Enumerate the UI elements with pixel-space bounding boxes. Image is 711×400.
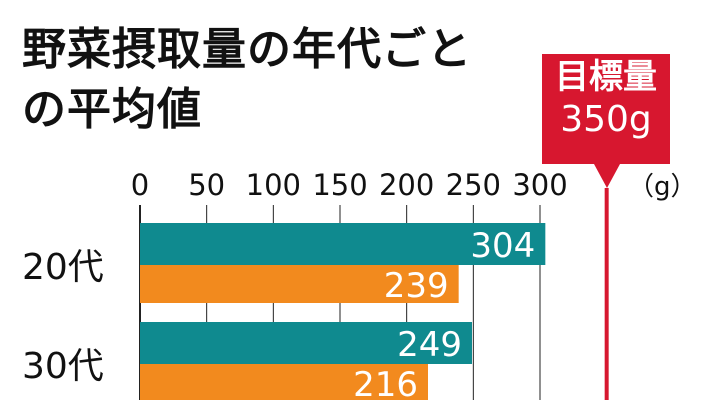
category-label: 30代 <box>22 346 104 387</box>
bar <box>140 265 459 303</box>
bar <box>140 322 472 364</box>
x-tick-label: 250 <box>446 168 501 202</box>
x-tick-label: 200 <box>379 168 434 202</box>
bar <box>140 364 428 400</box>
target-label: 目標量 <box>555 57 657 97</box>
x-tick-label: 0 <box>131 168 149 202</box>
target-value: 350g <box>560 99 652 140</box>
bar-value-label: 216 <box>353 365 418 400</box>
x-tick-label: 50 <box>188 168 225 202</box>
bar <box>140 223 546 265</box>
category-label: 20代 <box>22 247 104 288</box>
x-tick-label: 100 <box>246 168 301 202</box>
x-tick-label: 300 <box>512 168 567 202</box>
chart-title-line-1: 野菜摂取量の年代ごと <box>22 24 472 75</box>
bar-value-label: 239 <box>384 266 449 306</box>
target-pointer <box>594 164 620 188</box>
target-callout: 目標量 350g <box>542 54 670 164</box>
bar-value-label: 249 <box>397 325 462 365</box>
bar-value-label: 304 <box>470 226 535 266</box>
x-unit-label: （g） <box>628 172 697 202</box>
chart-title-line-2: の平均値 <box>22 84 202 135</box>
x-tick-label: 150 <box>312 168 367 202</box>
